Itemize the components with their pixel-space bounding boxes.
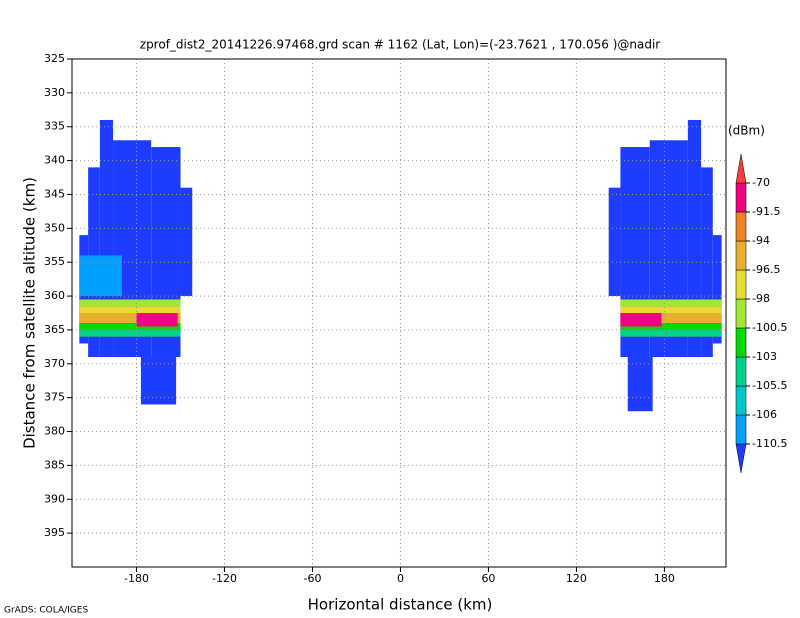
- y-tick-label: 365: [44, 323, 65, 336]
- y-tick-label: 360: [44, 289, 65, 302]
- colorbar-label: -70: [752, 176, 770, 189]
- y-tick-label: 330: [44, 86, 65, 99]
- colorbar-box: [735, 327, 747, 358]
- colorbar-box: [735, 385, 747, 416]
- heat-cell: [687, 119, 702, 358]
- plot-frame: [71, 58, 727, 568]
- heat-cell: [136, 313, 178, 327]
- heat-cell: [712, 235, 722, 344]
- colorbar-box: [735, 211, 747, 242]
- heat-cell: [620, 313, 662, 327]
- colorbar-label: -103: [752, 350, 777, 363]
- y-tick-label: 350: [44, 221, 65, 234]
- heat-cell: [79, 306, 181, 313]
- colorbar-label: (dBm): [728, 124, 765, 138]
- heat-cell: [99, 119, 114, 358]
- colorbar-label: -91.5: [752, 205, 780, 218]
- x-tick-label: -180: [124, 572, 149, 585]
- y-tick-label: 335: [44, 120, 65, 133]
- x-tick-label: -60: [303, 572, 321, 585]
- heat-cell: [79, 299, 181, 307]
- colorbar-label: -100.5: [752, 321, 787, 334]
- y-tick-label: 375: [44, 391, 65, 404]
- colorbar-box: [735, 269, 747, 300]
- colorbar-triangle: [735, 443, 747, 474]
- heat-cell: [620, 313, 722, 324]
- x-tick-label: 120: [566, 572, 587, 585]
- colorbar-box: [735, 356, 747, 387]
- colorbar-box: [735, 298, 747, 329]
- colorbar-box: [735, 240, 747, 271]
- heat-cell: [620, 299, 722, 307]
- heat-cell: [620, 306, 722, 313]
- heat-cell: [608, 187, 621, 297]
- x-tick-label: 0: [397, 572, 404, 585]
- y-tick-label: 340: [44, 154, 65, 167]
- y-tick-label: 355: [44, 255, 65, 268]
- colorbar-box: [735, 414, 747, 445]
- heat-cell: [79, 323, 181, 330]
- heat-cell: [140, 357, 177, 405]
- x-tick-label: 60: [481, 572, 495, 585]
- colorbar-label: -106: [752, 408, 777, 421]
- y-tick-label: 380: [44, 425, 65, 438]
- chart-title: zprof_dist2_20141226.97468.grd scan # 11…: [140, 38, 661, 52]
- y-tick-label: 390: [44, 492, 65, 505]
- heat-cell: [180, 187, 193, 297]
- y-tick-label: 395: [44, 526, 65, 539]
- colorbar-label: -98: [752, 292, 770, 305]
- credit: GrADS: COLA/IGES: [4, 606, 88, 616]
- heat-cell: [79, 255, 122, 297]
- heat-cell: [701, 167, 713, 358]
- x-axis-label: Horizontal distance (km): [308, 596, 493, 614]
- y-tick-label: 345: [44, 187, 65, 200]
- x-tick-label: 180: [654, 572, 675, 585]
- colorbar-box: [735, 182, 747, 213]
- colorbar-label: -96.5: [752, 263, 780, 276]
- heat-cell: [627, 357, 653, 412]
- colorbar-label: -105.5: [752, 379, 787, 392]
- heat-cell: [79, 313, 181, 324]
- y-axis-label: Distance from satellite altitude (km): [21, 177, 39, 449]
- y-tick-label: 370: [44, 357, 65, 370]
- colorbar-label: -94: [752, 234, 770, 247]
- colorbar-triangle: [735, 153, 747, 184]
- x-tick-label: -120: [212, 572, 237, 585]
- colorbar-label: -110.5: [752, 437, 787, 450]
- heat-cell: [620, 323, 722, 330]
- y-tick-label: 385: [44, 458, 65, 471]
- y-tick-label: 325: [44, 52, 65, 65]
- heat-cell: [620, 329, 722, 337]
- heat-cell: [79, 329, 181, 337]
